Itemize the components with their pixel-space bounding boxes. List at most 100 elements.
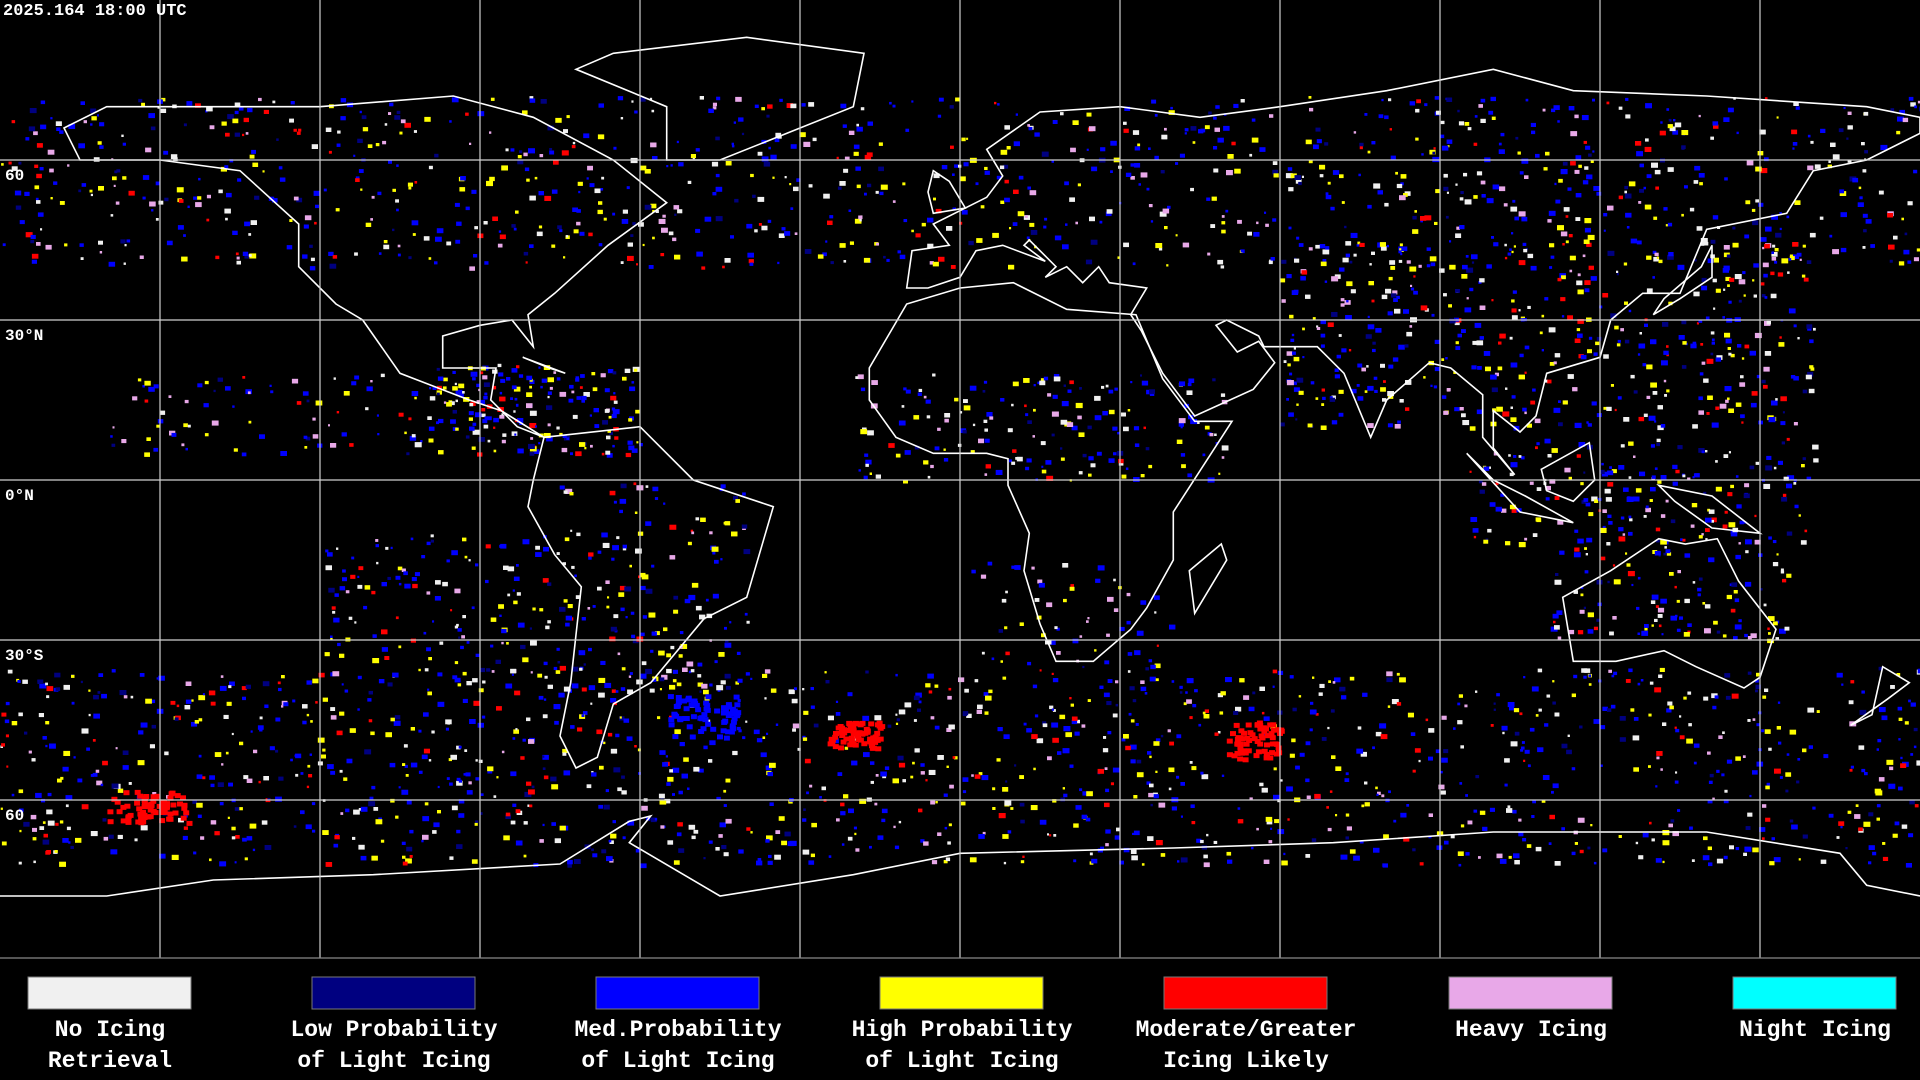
icing-pixel [1792,242,1799,247]
icing-pixel [78,189,82,193]
icing-pixel [1118,458,1124,464]
icing-pixel [236,260,241,265]
icing-pixel [1105,843,1109,847]
icing-pixel [314,221,317,225]
icing-pixel [1863,821,1871,827]
icing-pixel [1782,578,1787,583]
icing-pixel [378,252,382,255]
icing-pixel [1532,800,1536,804]
icing-pixel [930,800,936,805]
icing-pixel [1158,247,1163,251]
icing-pixel [881,818,886,823]
icing-pixel [1566,749,1572,755]
icing-pixel [202,693,205,696]
icing-pixel [1089,216,1095,222]
icing-pixel [1715,357,1722,362]
icing-pixel [161,809,168,815]
icing-pixel [418,770,423,774]
icing-pixel [1445,357,1448,360]
icing-pixel [1749,350,1756,356]
icing-pixel [1518,260,1526,266]
icing-pixel [1187,382,1192,387]
icing-pixel [427,688,430,691]
icing-pixel [569,492,574,496]
icing-pixel [166,240,173,246]
icing-pixel [1723,288,1726,291]
icing-pixel [1727,397,1730,401]
icing-pixel [1603,213,1608,217]
icing-pixel [766,732,769,735]
icing-pixel [1263,716,1270,721]
icing-pixel [1392,290,1398,295]
icing-pixel [1421,153,1424,156]
icing-pixel [1221,456,1225,459]
icing-pixel [1189,761,1193,764]
icing-pixel [1913,745,1917,749]
icing-pixel [1296,403,1299,406]
icing-pixel [1712,278,1717,283]
icing-pixel [1504,256,1508,260]
icing-pixel [1063,726,1071,732]
icing-pixel [1287,363,1291,367]
icing-pixel [1132,130,1140,135]
icing-pixel [517,159,524,165]
icing-pixel [1570,131,1578,137]
icing-pixel [1070,703,1074,707]
icing-pixel [159,410,166,415]
icing-pixel [98,673,104,677]
icing-pixel [88,689,91,692]
icing-pixel [542,754,549,760]
icing-pixel [801,103,806,107]
icing-pixel [125,819,132,825]
icing-pixel [1557,225,1564,231]
icing-pixel [1862,246,1866,249]
icing-pixel [187,424,191,428]
icing-pixel [1752,770,1758,775]
icing-pixel [1722,731,1725,734]
icing-pixel [1373,183,1381,189]
icing-pixel [141,102,145,107]
icing-pixel [1334,374,1340,379]
icing-pixel [892,200,896,203]
icing-pixel [146,437,151,441]
icing-pixel [1194,689,1198,693]
icing-pixel [640,97,646,102]
icing-pixel [883,255,886,259]
icing-pixel [454,677,461,683]
icing-pixel [1496,853,1503,859]
icing-pixel [510,771,517,777]
icing-pixel [1693,743,1700,748]
icing-pixel [1814,164,1821,169]
icing-pixel [709,531,713,535]
icing-pixel [930,716,935,720]
icing-pixel [1612,564,1616,567]
icing-pixel [0,807,3,810]
icing-pixel [242,133,245,137]
icing-pixel [1543,379,1548,383]
icing-pixel [501,628,507,634]
icing-pixel [808,102,815,107]
icing-pixel [1726,759,1733,764]
icing-pixel [748,259,754,264]
icing-pixel [1265,816,1273,822]
icing-pixel [810,853,815,858]
icing-pixel [603,804,610,810]
icing-pixel [1221,215,1225,218]
icing-pixel [456,777,461,782]
icing-pixel [468,559,471,562]
icing-pixel [1029,190,1037,196]
icing-pixel [1574,114,1579,119]
icing-pixel [1310,381,1315,385]
icing-pixel [1420,219,1423,223]
icing-pixel [1667,254,1674,260]
icing-pixel [651,564,655,568]
icing-pixel [1099,220,1103,224]
icing-pixel [1226,851,1232,856]
icing-pixel [1875,790,1883,796]
icing-pixel [422,834,429,840]
icing-pixel [430,534,434,538]
icing-pixel [456,829,461,834]
icing-pixel [1357,363,1363,368]
icing-pixel [1904,232,1908,236]
icing-pixel [1660,475,1667,480]
